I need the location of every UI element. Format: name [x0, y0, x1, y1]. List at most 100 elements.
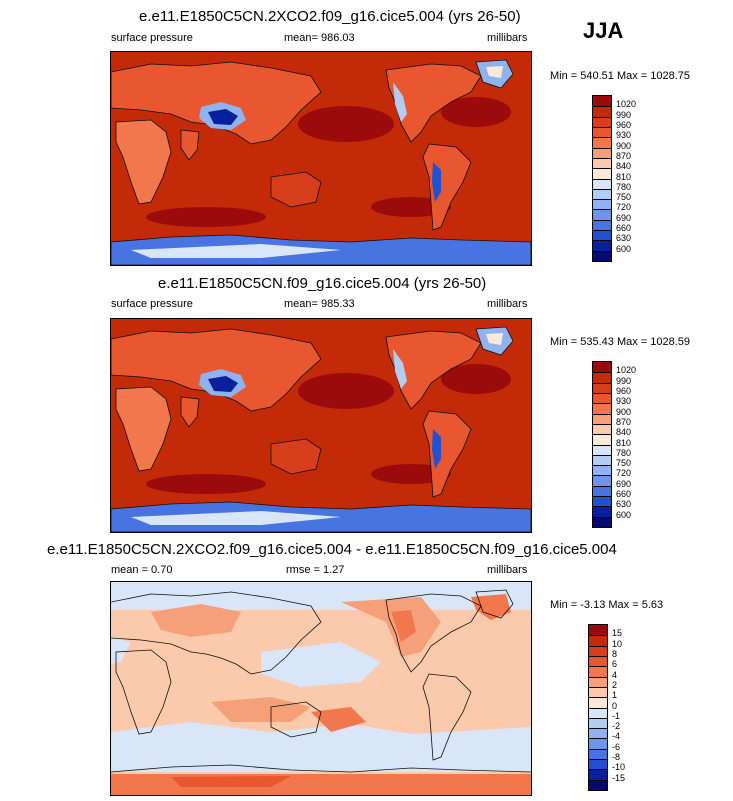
colorbar-tick-label: -1 — [612, 710, 621, 721]
colorbar-tick-label: -6 — [612, 741, 621, 752]
panel2-variable-label: surface pressure — [111, 298, 193, 310]
panel3-mean-label: mean = 0.70 — [111, 564, 173, 576]
tibet-plateau-core — [208, 109, 238, 125]
colorbar-tick-label: 1020 — [616, 99, 637, 110]
panel2-mean-label: mean= 985.33 — [284, 298, 355, 310]
australia-outline — [270, 701, 322, 738]
panel2-title: e.e11.E1850C5CN.f09_g16.cice5.004 (yrs 2… — [158, 275, 487, 292]
panel3-minmax-label: Min = -3.13 Max = 5.63 — [550, 599, 664, 611]
pacific-negative-patch — [261, 642, 381, 687]
panel1-mean-label: mean= 986.03 — [284, 32, 355, 44]
colorbar-tick-label: 600 — [616, 509, 632, 520]
panel3-units-label: millibars — [487, 564, 528, 576]
colorbar-swatch — [593, 362, 611, 373]
colorbar-swatch — [589, 728, 607, 739]
colorbar-tick-label: 960 — [616, 119, 632, 130]
colorbar-swatch — [593, 178, 611, 189]
colorbar-tick-label: -4 — [612, 731, 621, 742]
panel2-minmax-label: Min = 535.43 Max = 1028.59 — [550, 336, 691, 348]
colorbar-swatch — [593, 434, 611, 445]
colorbar-swatch — [593, 230, 611, 241]
colorbar-swatch — [593, 465, 611, 476]
colorbar-swatch — [593, 157, 611, 169]
colorbar-tick-label: -15 — [612, 772, 626, 783]
antarctica-plateau — [131, 511, 341, 525]
colorbar-swatch — [589, 697, 607, 708]
colorbar-swatch — [589, 748, 607, 760]
andes-mountains — [432, 429, 441, 469]
colorbar-tick-label: 10 — [612, 638, 623, 649]
indian-ocean-positive-patch — [211, 697, 311, 722]
season-label: JJA — [583, 18, 624, 43]
panel1-title: e.e11.E1850C5CN.2XCO2.f09_g16.cice5.004 … — [139, 8, 521, 25]
colorbar-tick-label: -2 — [612, 721, 621, 732]
colorbar-swatch — [593, 96, 611, 107]
india-landmass — [180, 396, 200, 428]
panel1-units-label: millibars — [487, 32, 528, 44]
colorbar-swatch — [593, 372, 611, 383]
panel3-rmse-label: rmse = 1.27 — [286, 564, 345, 576]
colorbar-tick-label: 840 — [616, 427, 632, 438]
colorbar-tick-label: 900 — [616, 140, 632, 151]
greenland-ice-core — [486, 333, 503, 345]
colorbar-tick-label: 8 — [612, 648, 618, 659]
colorbar-swatch — [593, 219, 611, 231]
colorbar-swatch — [589, 676, 607, 687]
colorbar-tick-label: 990 — [616, 109, 632, 120]
panel2-colorbar — [592, 361, 612, 528]
colorbar-swatch — [593, 137, 611, 148]
africa-landmass — [115, 119, 172, 205]
panel2-units-label: millibars — [487, 298, 528, 310]
colorbar-tick-label: 630 — [616, 499, 632, 510]
colorbar-swatch — [589, 717, 607, 729]
colorbar-tick-label: 990 — [616, 375, 632, 386]
australia-landmass — [270, 438, 322, 475]
colorbar-tick-label: 660 — [616, 223, 632, 234]
panel1-minmax-label: Min = 540.51 Max = 1028.75 — [550, 70, 691, 82]
eurasia-positive-patch — [151, 604, 241, 637]
panel3-map — [110, 581, 532, 796]
colorbar-swatch — [593, 506, 611, 517]
colorbar-swatch — [593, 188, 611, 200]
colorbar-swatch — [593, 106, 611, 117]
antarctica-outline — [111, 764, 531, 773]
antarctic-strong-patch — [171, 776, 291, 787]
colorbar-swatch — [593, 475, 611, 486]
colorbar-tick-label: 870 — [616, 416, 632, 427]
colorbar-swatch — [593, 199, 611, 210]
colorbar-tick-label: 810 — [616, 437, 632, 448]
eurasia-landmass — [111, 328, 322, 412]
colorbar-swatch — [593, 240, 611, 251]
colorbar-swatch — [589, 738, 607, 749]
africa-landmass — [115, 386, 172, 472]
colorbar-swatch — [593, 250, 611, 261]
colorbar-swatch — [593, 126, 611, 138]
north-atlantic-high — [441, 97, 511, 127]
panel3-map-svg — [111, 582, 531, 795]
south-pacific-positive-patch — [311, 707, 366, 732]
colorbar-tick-label: 840 — [616, 161, 632, 172]
north-america-strong-patch — [391, 610, 416, 642]
panel1-colorbar — [592, 95, 612, 262]
panel2-map — [110, 318, 532, 533]
north-pacific-high — [298, 106, 394, 142]
colorbar-swatch — [589, 635, 607, 646]
colorbar-tick-label: 1020 — [616, 365, 637, 376]
colorbar-tick-label: 750 — [616, 192, 632, 203]
colorbar-swatch — [593, 209, 611, 220]
colorbar-swatch — [589, 625, 607, 636]
colorbar-tick-label: -10 — [612, 762, 626, 773]
greenland-outline — [475, 589, 514, 619]
colorbar-tick-label: 690 — [616, 478, 632, 489]
colorbar-tick-label: 4 — [612, 669, 618, 680]
colorbar-swatch — [593, 454, 611, 466]
colorbar-swatch — [593, 392, 611, 404]
colorbar-swatch — [589, 769, 607, 780]
southern-high-belt — [146, 207, 266, 227]
colorbar-tick-label: 1 — [612, 690, 618, 701]
colorbar-swatch — [593, 444, 611, 455]
colorbar-tick-label: 930 — [616, 396, 632, 407]
colorbar-tick-label: 2 — [612, 679, 618, 690]
colorbar-tick-label: 660 — [616, 489, 632, 500]
colorbar-tick-label: 870 — [616, 150, 632, 161]
